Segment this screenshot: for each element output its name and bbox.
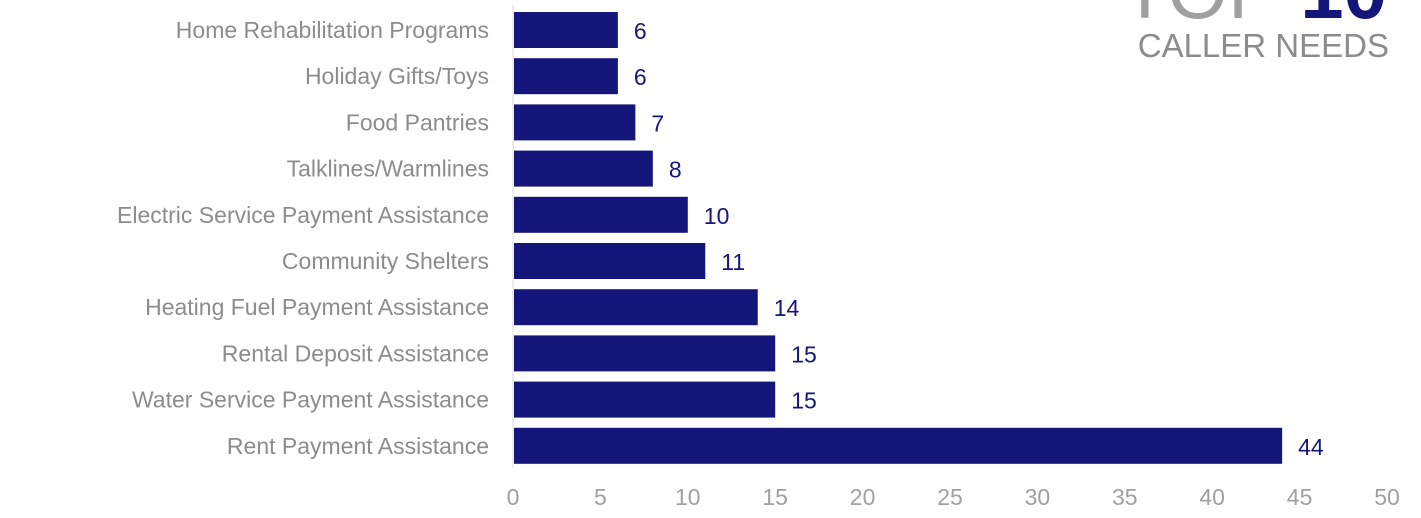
category-label: Water Service Payment Assistance (132, 387, 489, 413)
bar (514, 150, 653, 187)
bar (514, 196, 688, 233)
category-label: Electric Service Payment Assistance (117, 202, 489, 228)
data-label: 15 (791, 341, 817, 367)
bar (514, 427, 1283, 464)
x-tick-label: 0 (507, 484, 520, 510)
bar (514, 12, 618, 48)
category-label: Holiday Gifts/Toys (305, 63, 489, 89)
category-label: Heating Fuel Payment Assistance (145, 294, 489, 320)
data-label: 7 (651, 110, 664, 136)
x-tick-label: 20 (850, 484, 876, 510)
category-label: Rent Payment Assistance (227, 433, 489, 459)
bar (514, 381, 776, 418)
chart-subtitle: CALLER NEEDS (1137, 27, 1389, 64)
bar (514, 243, 706, 279)
category-label: Food Pantries (346, 109, 489, 135)
heading-top-word: TOP (1121, 0, 1279, 35)
x-tick-label: 15 (762, 484, 788, 510)
x-tick-label: 30 (1025, 484, 1051, 510)
x-tick-label: 25 (937, 484, 963, 510)
x-tick-label: 50 (1374, 484, 1400, 510)
x-tick-label: 10 (675, 484, 701, 510)
data-label: 6 (634, 18, 647, 44)
data-label: 10 (704, 203, 730, 229)
x-tick-label: 45 (1287, 484, 1313, 510)
data-label: 11 (721, 249, 745, 275)
bar (514, 289, 758, 326)
chart-heading: TOP 10 (1121, 0, 1387, 30)
bar (514, 335, 776, 372)
data-label: 15 (791, 388, 817, 414)
heading-number: 10 (1300, 0, 1387, 35)
x-tick-label: 5 (594, 484, 607, 510)
data-label: 8 (669, 157, 682, 183)
category-label: Rental Deposit Assistance (222, 340, 489, 366)
x-tick-label: 40 (1199, 484, 1225, 510)
category-label: Talklines/Warmlines (287, 156, 489, 182)
bar (514, 104, 636, 141)
data-label: 14 (774, 295, 800, 321)
data-label: 6 (634, 64, 647, 90)
category-label: Home Rehabilitation Programs (176, 17, 489, 43)
bar (514, 58, 618, 95)
category-label: Community Shelters (282, 248, 489, 274)
data-label: 44 (1298, 434, 1324, 460)
x-tick-label: 35 (1112, 484, 1138, 510)
